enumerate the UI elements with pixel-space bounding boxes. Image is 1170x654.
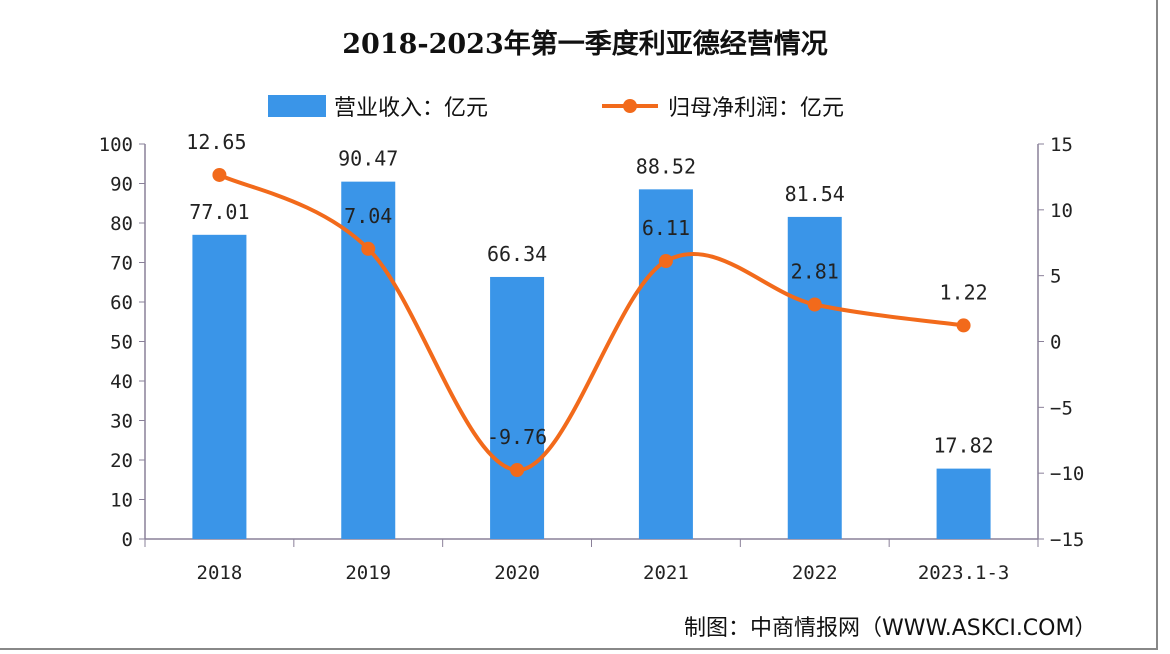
left-tick-label: 40 <box>110 371 133 393</box>
chart-title: 2018-2023年第一季度利亚德经营情况 <box>342 29 828 60</box>
x-tick-label: 2018 <box>197 562 243 584</box>
x-tick-label: 2023.1-3 <box>918 562 1010 584</box>
left-tick-label: 70 <box>110 253 133 275</box>
left-tick-label: 20 <box>110 450 133 472</box>
profit-value-label: 7.04 <box>344 204 392 228</box>
legend-line-swatch <box>602 99 658 113</box>
left-tick-label: 100 <box>99 134 133 156</box>
bar-value-label: 81.54 <box>785 182 845 206</box>
left-tick-label: 50 <box>110 332 133 354</box>
profit-value-label: 2.81 <box>791 260 839 284</box>
legend-label: 归母净利润：亿元 <box>668 96 845 121</box>
left-tick-label: 90 <box>110 174 133 196</box>
bar-value-label: 90.47 <box>338 147 398 171</box>
right-tick-label: 10 <box>1050 200 1073 222</box>
bar <box>490 276 545 539</box>
bar <box>638 189 693 539</box>
left-tick-label: 10 <box>110 490 133 512</box>
bar-value-label: 88.52 <box>636 154 696 178</box>
left-tick-label: 80 <box>110 213 133 235</box>
profit-point <box>510 463 525 478</box>
bar <box>192 234 247 540</box>
bar <box>787 216 842 540</box>
profit-point <box>807 297 822 312</box>
right-tick-label: −10 <box>1050 463 1084 485</box>
legend-item-revenue: 营业收入：亿元 <box>268 90 488 122</box>
x-tick-label: 2021 <box>643 562 689 584</box>
left-tick-label: 60 <box>110 292 133 314</box>
x-tick-label: 2020 <box>494 562 540 584</box>
left-tick-label: 30 <box>110 411 133 433</box>
profit-line <box>218 173 964 473</box>
x-tick-label: 2022 <box>792 562 838 584</box>
source-note: 制图：中商情报网（WWW.ASKCI.COM） <box>684 616 1097 641</box>
legend-bar-swatch <box>268 95 326 117</box>
profit-value-label: 12.65 <box>186 130 246 154</box>
legend-item-profit: 归母净利润：亿元 <box>600 90 844 122</box>
right-tick-label: 5 <box>1050 266 1061 288</box>
profit-value-label: 1.22 <box>939 280 987 304</box>
profit-point <box>212 167 227 182</box>
bar-value-label: 17.82 <box>933 434 993 458</box>
profit-value-label: -9.76 <box>487 425 547 449</box>
left-tick-label: 0 <box>122 529 133 551</box>
legend-label: 营业收入：亿元 <box>334 96 489 121</box>
right-tick-label: −15 <box>1050 529 1084 551</box>
right-tick-label: 15 <box>1050 134 1073 156</box>
profit-point <box>658 254 673 269</box>
bar-value-label: 66.34 <box>487 242 547 266</box>
profit-value-label: 6.11 <box>642 216 690 240</box>
right-tick-label: −5 <box>1050 397 1073 419</box>
x-tick-label: 2019 <box>345 562 391 584</box>
profit-point <box>361 241 376 256</box>
profit-point <box>956 318 971 333</box>
bar <box>936 468 991 539</box>
bar-value-label: 77.01 <box>189 200 249 224</box>
right-tick-label: 0 <box>1050 332 1061 354</box>
bar <box>341 181 396 539</box>
